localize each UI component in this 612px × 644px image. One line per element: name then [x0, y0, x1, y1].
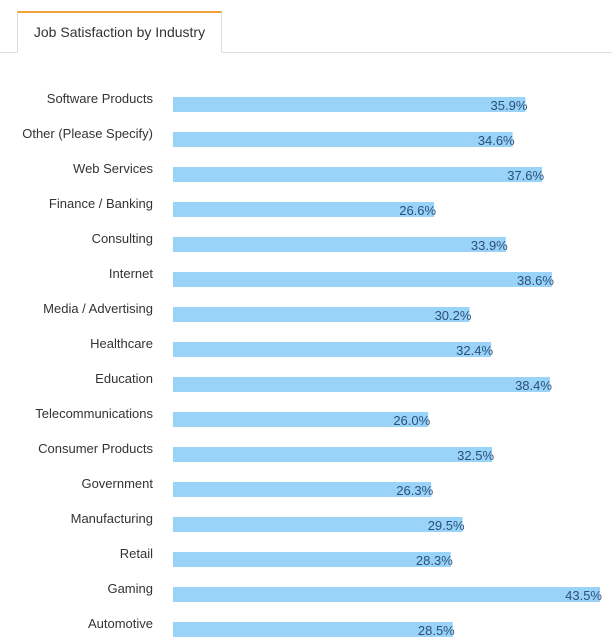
category-label: Consulting — [92, 231, 153, 246]
bar[interactable] — [173, 272, 552, 287]
category-label: Software Products — [47, 91, 154, 106]
value-label: 26.0% — [393, 413, 430, 428]
category-label: Other (Please Specify) — [22, 126, 153, 141]
category-label: Media / Advertising — [43, 301, 153, 316]
bar[interactable] — [173, 132, 513, 147]
tab-bar: Job Satisfaction by Industry — [0, 0, 612, 53]
category-label: Manufacturing — [71, 511, 153, 526]
category-label: Government — [81, 476, 153, 491]
bar[interactable] — [173, 307, 470, 322]
bar[interactable] — [173, 447, 493, 462]
bar[interactable] — [173, 412, 429, 427]
bar-chart: Software Products 35.9% Other (Please Spec… — [22, 91, 602, 638]
value-label: 28.3% — [416, 553, 453, 568]
value-label: 43.5% — [565, 588, 602, 603]
bar[interactable] — [173, 552, 451, 567]
value-label: 29.5% — [428, 518, 465, 533]
bar[interactable] — [173, 482, 432, 497]
value-label: 34.6% — [478, 133, 515, 148]
value-label: 26.6% — [399, 203, 436, 218]
value-label: 26.3% — [396, 483, 433, 498]
category-label: Finance / Banking — [49, 196, 153, 211]
bar[interactable] — [173, 587, 600, 602]
category-label: Gaming — [107, 581, 153, 596]
category-label: Healthcare — [90, 336, 153, 351]
value-label: 37.6% — [507, 168, 544, 183]
category-label: Web Services — [73, 161, 153, 176]
value-label: 28.5% — [418, 623, 455, 638]
value-label: 32.4% — [456, 343, 493, 358]
value-label: 33.9% — [471, 238, 508, 253]
bar[interactable] — [173, 377, 550, 392]
bar[interactable] — [173, 202, 435, 217]
tab-bar-divider — [0, 52, 612, 53]
bar[interactable] — [173, 517, 463, 532]
value-label: 30.2% — [435, 308, 472, 323]
value-label: 38.4% — [515, 378, 552, 393]
value-label: 38.6% — [517, 273, 554, 288]
bar[interactable] — [173, 97, 526, 112]
value-label: 32.5% — [457, 448, 494, 463]
bar[interactable] — [173, 237, 506, 252]
category-label: Internet — [109, 266, 153, 281]
value-label: 35.9% — [491, 98, 528, 113]
category-label: Consumer Products — [38, 441, 153, 456]
category-label: Automotive — [88, 616, 153, 631]
category-label: Education — [95, 371, 153, 386]
bar[interactable] — [173, 622, 453, 637]
category-label: Telecommunications — [35, 406, 153, 421]
category-label: Retail — [120, 546, 153, 561]
bar[interactable] — [173, 342, 492, 357]
tab-job-satisfaction-by-industry[interactable]: Job Satisfaction by Industry — [17, 11, 222, 53]
bar[interactable] — [173, 167, 543, 182]
